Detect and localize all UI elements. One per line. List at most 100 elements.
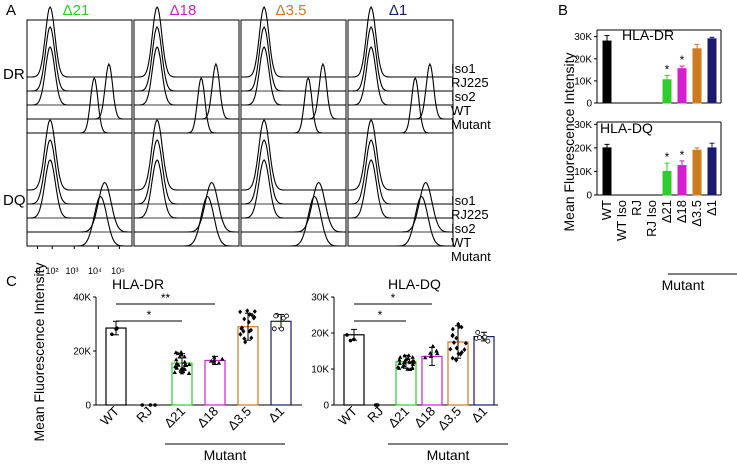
data-point	[173, 357, 179, 362]
y-tick-label: 30K	[574, 120, 592, 131]
data-point	[407, 359, 412, 364]
data-point	[450, 326, 455, 332]
data-point	[246, 319, 251, 325]
histogram-trace	[348, 25, 453, 92]
significance-label: *	[147, 308, 152, 322]
trace-label-dq-iso1: Iso1	[451, 193, 476, 208]
x-category-label: RJ	[629, 200, 644, 216]
histogram-trace	[27, 139, 132, 205]
data-point	[284, 313, 289, 319]
bar	[662, 79, 672, 104]
data-point	[220, 356, 225, 361]
histogram-trace	[134, 139, 239, 205]
x-tick-2: 10³	[65, 266, 78, 276]
x-category-label: Δ18	[674, 200, 689, 223]
histogram-trace	[134, 119, 239, 191]
data-point	[345, 333, 349, 337]
bar	[677, 68, 687, 104]
histogram-trace	[134, 195, 239, 247]
data-point	[411, 358, 417, 363]
data-point	[241, 328, 246, 334]
y-tick-label: 40K	[73, 293, 91, 304]
histogram-trace	[241, 159, 346, 219]
data-point	[406, 353, 412, 358]
chart-b-hla-dq: 0 10K 20K 30K * *	[574, 120, 722, 202]
data-point	[175, 351, 181, 356]
histogram-trace	[348, 5, 453, 78]
data-point	[410, 365, 415, 370]
x-category-label: Δ18	[194, 404, 221, 431]
histogram-trace	[27, 26, 132, 92]
x-category-label: Δ21	[161, 404, 188, 431]
data-point	[454, 335, 459, 341]
x-category-label: WT	[97, 403, 122, 428]
y-tick-label: 20K	[311, 329, 329, 340]
x-category-label: Δ3.5	[225, 404, 255, 434]
bar	[343, 334, 365, 406]
trace-label-dq-mutant: Mutant	[451, 249, 491, 264]
col-header-d21: Δ21	[63, 2, 90, 19]
data-point	[187, 362, 192, 367]
x-category-label: Δ1	[704, 200, 719, 216]
x-tick-4: 10⁵	[111, 266, 125, 276]
bar	[707, 147, 717, 196]
histogram-trace	[348, 119, 453, 191]
c-title-dr: HLA-DR	[112, 276, 164, 292]
x-category-label: Δ3.5	[435, 404, 465, 434]
histogram-trace	[348, 181, 453, 233]
x-category-label: Δ21	[385, 404, 412, 431]
c-group-label-dr: Mutant	[204, 447, 247, 463]
data-point	[174, 361, 180, 366]
histogram-trace	[348, 159, 453, 219]
histogram-trace	[27, 5, 132, 78]
bar	[204, 359, 226, 406]
x-category-label: Δ1	[265, 404, 287, 426]
x-tick-1: 10²	[45, 266, 58, 276]
significance-label: **	[161, 291, 171, 305]
x-category-label: Δ21	[659, 200, 674, 223]
y-tick-label: 30K	[574, 32, 592, 43]
data-point	[402, 359, 407, 363]
data-point	[459, 324, 464, 330]
x-category-label: WT	[335, 403, 360, 428]
data-point	[153, 403, 157, 407]
data-point	[452, 340, 457, 345]
data-point	[140, 403, 145, 407]
trace-label-dr-iso1: Iso1	[451, 61, 476, 76]
data-point	[434, 348, 439, 353]
significance-star: *	[665, 62, 670, 76]
significance-label: *	[378, 308, 383, 322]
y-tick-label: 20K	[574, 143, 592, 154]
data-point	[182, 362, 188, 367]
data-point	[348, 338, 353, 343]
bar	[270, 320, 292, 406]
histogram-trace	[241, 139, 346, 205]
significance-label: *	[391, 291, 396, 305]
data-point	[396, 365, 402, 370]
data-point	[435, 351, 440, 356]
c-title-dq: HLA-DQ	[388, 276, 441, 292]
x-category-label: RJ	[364, 404, 386, 426]
histogram-trace	[241, 25, 346, 92]
x-category-label: WT Iso	[614, 200, 629, 241]
histogram-trace	[134, 62, 239, 120]
data-point	[428, 350, 433, 355]
significance-star: *	[680, 148, 685, 162]
col-header-d3-5: Δ3.5	[276, 2, 307, 19]
c-group-label-dq: Mutant	[427, 447, 470, 463]
data-point	[482, 334, 488, 340]
b-group-label: Mutant	[662, 277, 705, 293]
data-point	[252, 314, 257, 320]
data-point	[430, 343, 436, 348]
data-point	[216, 360, 222, 365]
histogram-trace	[241, 119, 346, 191]
data-point	[182, 354, 187, 359]
histogram-trace	[348, 139, 453, 205]
data-point	[114, 327, 118, 331]
data-point	[212, 354, 217, 359]
data-point	[211, 358, 217, 363]
data-point	[448, 346, 453, 352]
histogram-trace	[27, 181, 132, 233]
data-point	[247, 312, 252, 318]
